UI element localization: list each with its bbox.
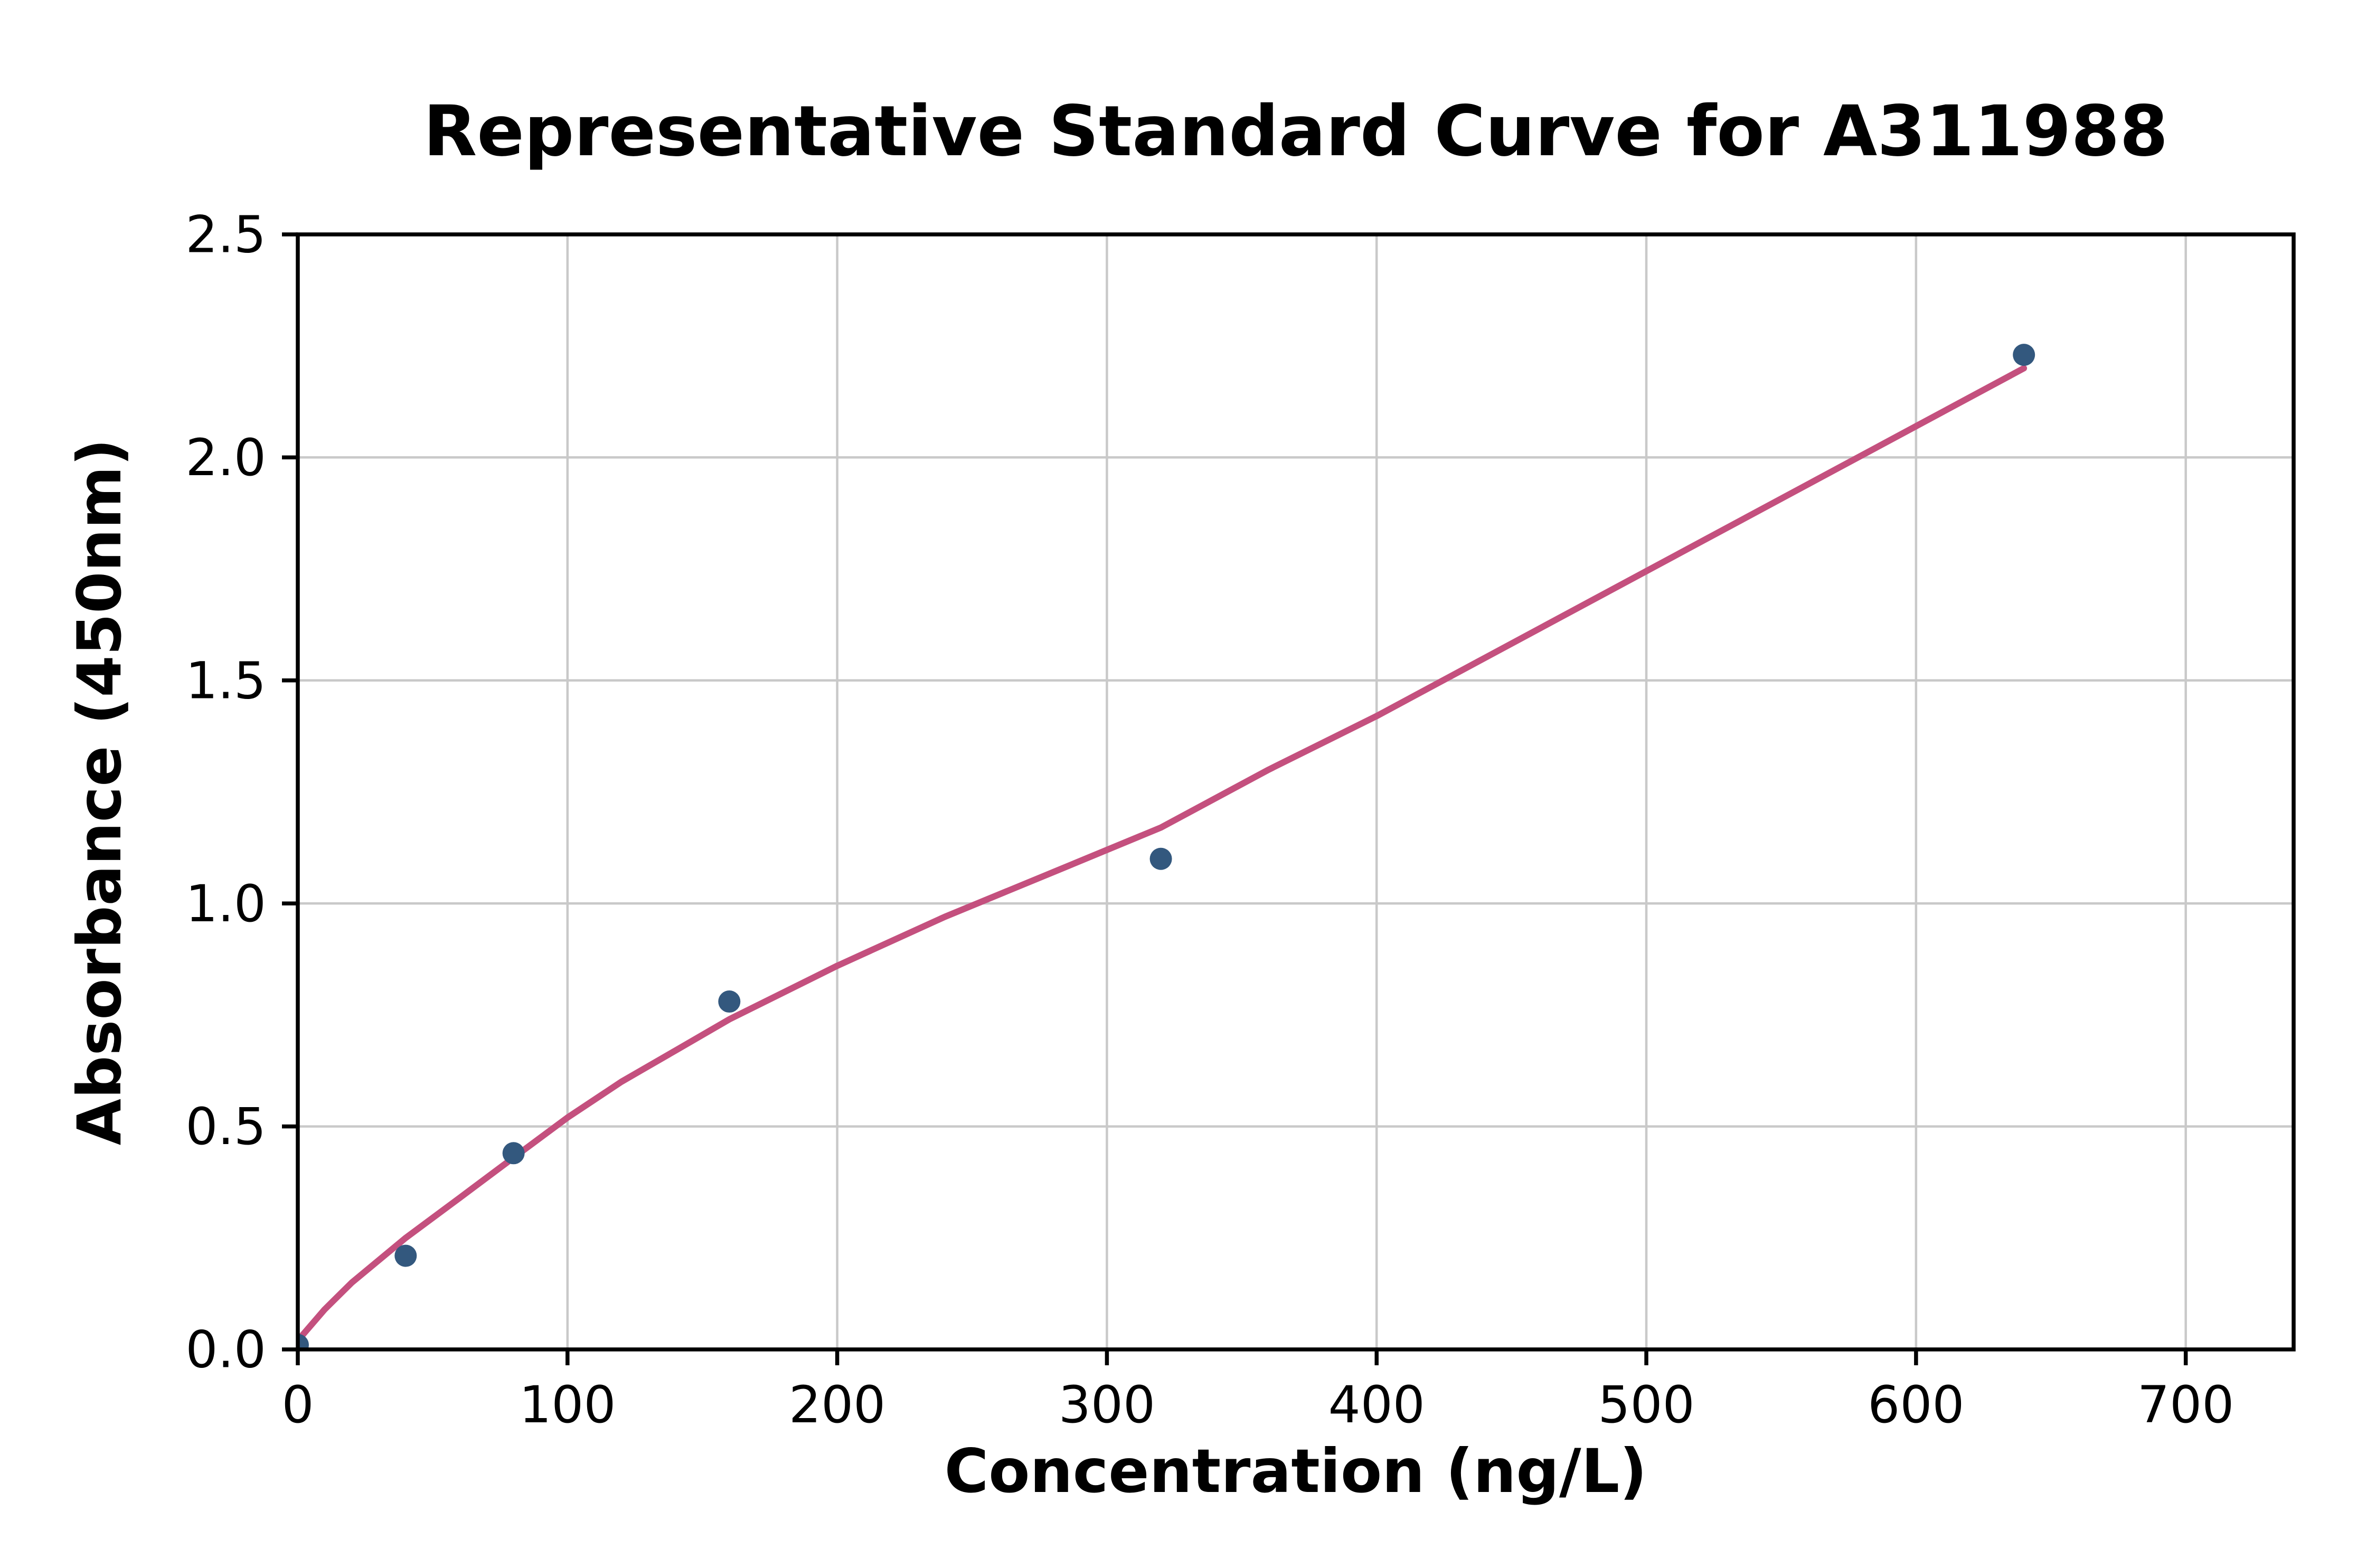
- y-tick-label: 1.0: [185, 874, 266, 933]
- data-point: [394, 1244, 417, 1267]
- x-tick-label: 200: [789, 1375, 885, 1434]
- axes: [296, 232, 2296, 1352]
- x-tick-label: 500: [1598, 1375, 1694, 1434]
- plot-border: [296, 232, 2296, 1352]
- data-point: [298, 1334, 309, 1349]
- x-tick-label: 0: [281, 1375, 314, 1434]
- x-tick-label: 400: [1328, 1375, 1425, 1434]
- tick-marks-and-labels: 0 100 200 300 400 500 600 700 0.0 0.5 1.0 1.5 2.0 2.5: [185, 205, 2234, 1434]
- y-axis-label: Absorbance (450nm): [64, 439, 135, 1146]
- fit-curve-line: [298, 365, 2028, 1344]
- chart-title: Representative Standard Curve for A31198…: [423, 91, 2168, 172]
- x-tick-label: 600: [1868, 1375, 1964, 1434]
- data-point: [2013, 344, 2035, 366]
- data-point: [1149, 847, 1172, 870]
- x-tick-label: 300: [1059, 1375, 1155, 1434]
- y-tick-label: 2.0: [185, 428, 266, 487]
- data-point: [502, 1142, 525, 1165]
- y-tick-label: 0.5: [185, 1097, 266, 1156]
- y-tick-label: 1.5: [185, 651, 266, 710]
- y-tick-label: 0.0: [185, 1320, 266, 1380]
- plot-area: [298, 344, 2035, 1349]
- grid-lines: [296, 233, 2294, 1351]
- x-axis-label: Concentration (ng/L): [945, 1436, 1647, 1506]
- y-tick-label: 2.5: [185, 205, 266, 265]
- x-tick-label: 700: [2137, 1375, 2234, 1434]
- data-point: [718, 990, 741, 1013]
- x-tick-label: 100: [519, 1375, 616, 1434]
